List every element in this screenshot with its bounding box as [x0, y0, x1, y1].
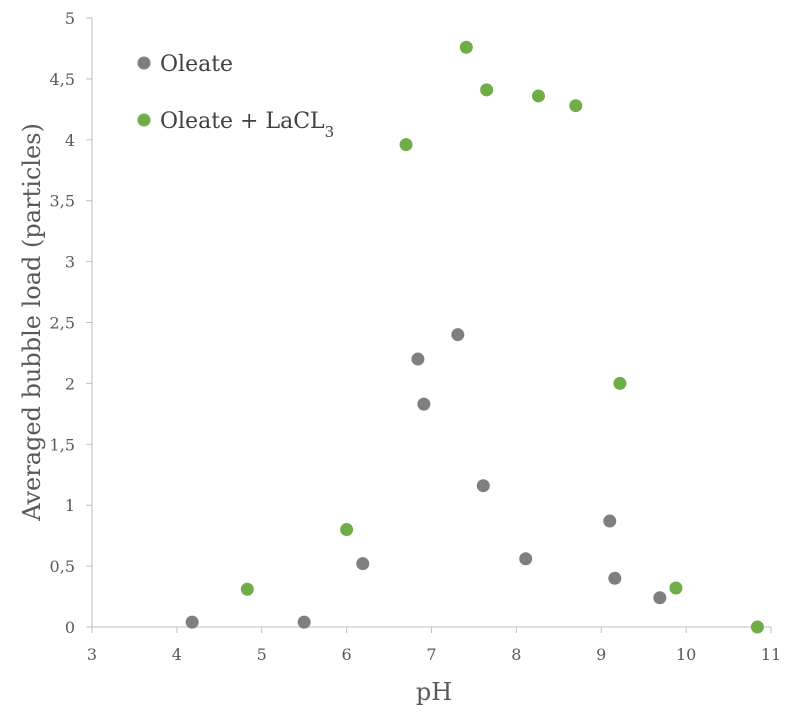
data-point — [340, 523, 354, 537]
legend-marker — [137, 56, 151, 70]
y-tick-label: 1,5 — [50, 435, 75, 454]
points-layer — [185, 40, 764, 634]
legend-label: Oleate — [160, 52, 233, 77]
data-point — [608, 571, 622, 585]
data-point — [356, 557, 370, 571]
data-point — [669, 581, 683, 595]
x-tick-label: 9 — [596, 645, 606, 664]
y-tick-label: 0 — [65, 618, 75, 637]
data-point — [569, 99, 583, 113]
y-tick-label: 3,5 — [50, 192, 75, 211]
data-point — [411, 352, 425, 366]
data-point — [613, 376, 627, 390]
x-tick-label: 5 — [257, 645, 267, 664]
y-tick-label: 3 — [65, 253, 75, 272]
y-tick-label: 4 — [65, 131, 75, 150]
data-point — [531, 89, 545, 103]
data-point — [240, 582, 254, 596]
y-tick-label: 5 — [65, 9, 75, 28]
y-tick-label: 0,5 — [50, 557, 75, 576]
data-point — [451, 328, 465, 342]
y-tick-label: 2,5 — [50, 314, 75, 333]
data-point — [476, 479, 490, 493]
data-point — [653, 591, 667, 605]
data-point — [750, 620, 764, 634]
y-axis-title: Averaged bubble load (particles) — [18, 123, 46, 522]
x-tick-label: 8 — [511, 645, 521, 664]
ticks-layer: 3 4 5 6 7 8 9 10 11 0 0,5 1 1,5 2 2,5 3 3,5 4 4,5 5 — [50, 9, 782, 664]
series-oleate-lacl3 — [240, 40, 764, 634]
data-point — [519, 552, 533, 566]
x-axis-title: pH — [416, 678, 452, 706]
y-tick-label: 4,5 — [50, 70, 75, 89]
legend-item: Oleate — [137, 52, 233, 77]
data-point — [399, 138, 413, 152]
legend-item: Oleate + LaCL3 — [137, 109, 334, 141]
series-oleate — [185, 328, 667, 629]
data-point — [417, 397, 431, 411]
x-tick-label: 11 — [761, 645, 781, 664]
x-tick-label: 10 — [676, 645, 696, 664]
legend-marker — [137, 113, 151, 127]
x-tick-label: 4 — [172, 645, 182, 664]
y-tick-label: 1 — [65, 496, 75, 515]
x-tick-label: 6 — [342, 645, 352, 664]
x-tick-label: 7 — [426, 645, 436, 664]
x-tick-label: 3 — [87, 645, 97, 664]
data-point — [480, 83, 494, 97]
data-point — [459, 40, 473, 54]
data-point — [603, 514, 617, 528]
y-tick-label: 2 — [65, 374, 75, 393]
data-point — [297, 615, 311, 629]
data-point — [185, 615, 199, 629]
legend: Oleate Oleate + LaCL3 — [137, 52, 334, 141]
legend-label: Oleate + LaCL3 — [160, 109, 334, 141]
